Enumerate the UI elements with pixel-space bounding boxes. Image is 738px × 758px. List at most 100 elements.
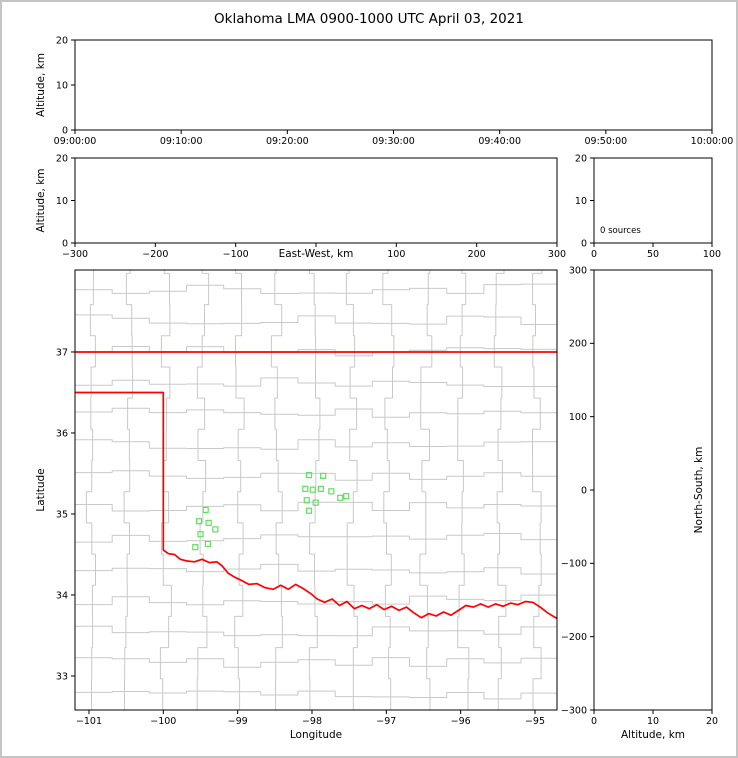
x-tick-label: 09:40:00: [478, 136, 521, 147]
county-line: [75, 690, 557, 700]
panel-plan-view: −101 −100 −99 −98 −97 −96 −95 33 34 35 36 37 Longitu…: [35, 269, 558, 741]
county-line: [75, 470, 557, 481]
x-tick-label: 100: [387, 249, 405, 260]
county-line: [419, 270, 433, 710]
y-tick-label: 20: [575, 153, 587, 164]
station-marker: [320, 472, 327, 480]
county-line: [85, 270, 96, 710]
y-tick-label: 0: [62, 125, 68, 136]
x-tick-label: −95: [525, 716, 545, 727]
x-tick-label: −96: [451, 716, 471, 727]
x-tick-label: 09:20:00: [266, 136, 309, 147]
y-tick-label: 100: [569, 412, 587, 423]
y-tick-label: 35: [56, 509, 68, 520]
station-marker: [305, 507, 313, 514]
x-tick-label: −300: [62, 249, 88, 260]
x-tick-label: 09:30:00: [372, 136, 415, 147]
y-tick-label: 200: [569, 339, 587, 350]
y-tick-label: 0: [581, 238, 587, 249]
station-marker: [343, 493, 350, 500]
county-line: [196, 270, 210, 710]
county-line: [345, 270, 358, 710]
sources-annotation: 0 sources: [600, 226, 641, 236]
county-line: [75, 657, 557, 668]
y-axis-label: Altitude, km: [35, 168, 47, 232]
station-marker: [192, 544, 199, 551]
county-line: [159, 270, 172, 710]
county-line: [532, 270, 543, 710]
x-tick-label: 10: [647, 716, 659, 727]
map-layers: [75, 270, 557, 710]
y-tick-label: 0: [62, 238, 68, 249]
x-tick-label: 09:00:00: [54, 136, 97, 147]
county-line: [75, 283, 557, 294]
county-line: [234, 270, 245, 710]
axis-frame: [74, 269, 558, 711]
axis-frame: [593, 157, 713, 244]
x-axis-label: Altitude, km: [621, 729, 685, 741]
x-tick-label: 09:10:00: [160, 136, 203, 147]
county-line: [75, 625, 557, 637]
axis-frame: [74, 157, 558, 244]
x-tick-label: −100: [150, 716, 176, 727]
y-tick-label: 10: [575, 196, 587, 207]
y-tick-label: 10: [56, 80, 68, 91]
panel-ew-height: −300 −200 −100 100 200 300 0 10 20 East-West, km A…: [35, 153, 566, 260]
station-markers: [192, 471, 350, 551]
panel-source-histogram: 0 50 100 0 10 20 0 sources: [575, 153, 721, 260]
x-tick-label: −100: [223, 249, 249, 260]
figure-title: Oklahoma LMA 0900-1000 UTC April 03, 202…: [214, 11, 524, 27]
county-line: [75, 563, 557, 575]
y-tick-label: 20: [56, 35, 68, 46]
county-line: [75, 594, 557, 606]
x-tick-label: 50: [647, 249, 659, 260]
y-tick-label: −100: [561, 559, 587, 570]
station-marker: [195, 518, 203, 525]
x-tick-label: 200: [468, 249, 486, 260]
x-tick-label: 300: [548, 249, 566, 260]
county-line: [308, 270, 321, 710]
station-marker: [328, 488, 335, 495]
station-marker: [312, 499, 319, 506]
y-tick-label: 34: [56, 590, 68, 601]
station-marker: [197, 531, 204, 538]
county-line: [382, 270, 395, 710]
y-axis-label: Altitude, km: [35, 53, 47, 117]
x-axis-label: East-West, km: [279, 248, 354, 260]
x-tick-label: 10:00:00: [691, 136, 734, 147]
state-border-red-river: [75, 391, 557, 620]
station-marker: [337, 494, 344, 501]
station-marker: [302, 485, 309, 492]
x-tick-label: −200: [142, 249, 168, 260]
y-tick-label: 33: [56, 671, 68, 682]
y-tick-label: 300: [569, 265, 587, 276]
y-tick-label: 36: [56, 428, 68, 439]
station-marker: [305, 471, 313, 479]
panel-ns-height: 0 10 20 −300 −200 −100 0 100 200 300 Altitude, km N…: [561, 265, 718, 741]
x-tick-label: −101: [76, 716, 102, 727]
y-tick-label: 20: [56, 153, 68, 164]
panel-time-height: 09:00:00 09:10:00 09:20:00 09:30:00 09:40:00…: [35, 35, 733, 147]
station-marker: [204, 540, 212, 548]
x-tick-label: 20: [706, 716, 718, 727]
station-marker: [303, 497, 310, 504]
county-line: [75, 439, 557, 450]
x-tick-label: −97: [376, 716, 396, 727]
station-marker: [205, 519, 212, 526]
county-line: [123, 270, 134, 710]
x-tick-label: 0: [591, 249, 597, 260]
y-axis-label: Latitude: [35, 468, 47, 511]
y-tick-label: −200: [561, 632, 587, 643]
county-line: [75, 314, 557, 325]
county-line: [75, 533, 557, 543]
county-line: [457, 270, 470, 710]
axis-frame: [74, 39, 713, 131]
station-marker: [212, 526, 219, 533]
x-tick-label: 100: [703, 249, 721, 260]
y-tick-label: −300: [561, 705, 587, 716]
x-tick-label: 09:50:00: [584, 136, 627, 147]
x-tick-label: 0: [591, 716, 597, 727]
x-tick-label: −98: [302, 716, 322, 727]
